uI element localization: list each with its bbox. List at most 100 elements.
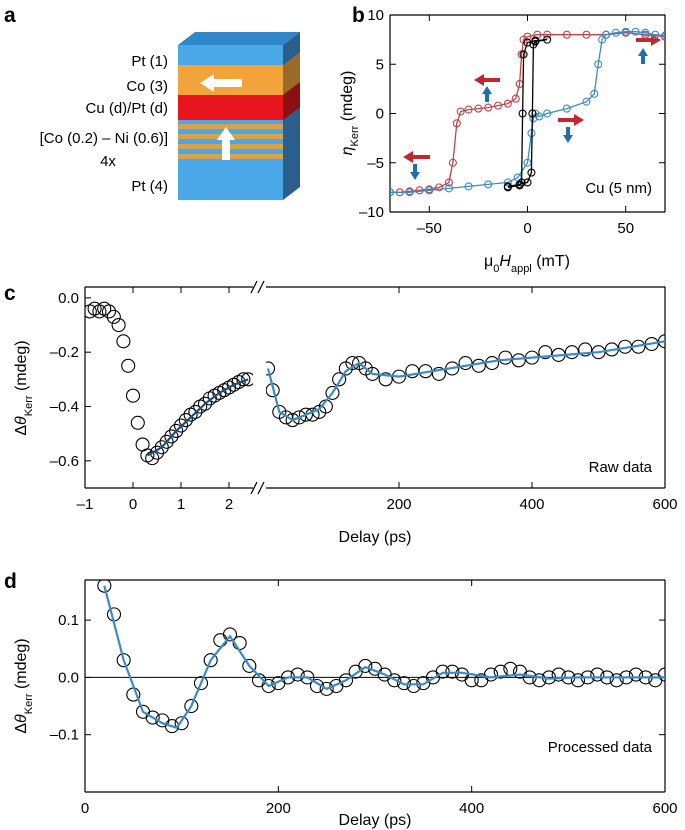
chart: 200 400 600 Raw data Delay (ps) — [266, 286, 678, 546]
axis-title-part: η — [339, 146, 356, 155]
data-point — [515, 181, 524, 190]
axis-title: ΔθKerr (mdeg) — [13, 638, 35, 733]
axis-title-part: 0 — [493, 263, 499, 275]
data-point — [483, 667, 499, 682]
data-point — [378, 372, 393, 387]
data-point — [193, 676, 209, 691]
data-point — [425, 186, 434, 195]
data-point — [154, 440, 169, 455]
axis-break — [250, 280, 265, 495]
data-point — [116, 653, 131, 668]
y-tick-label: –0.1 — [50, 727, 79, 744]
data-point — [564, 345, 579, 360]
data-point — [529, 114, 538, 123]
axis-title-part: Kerr — [23, 395, 35, 416]
axis-title-part: (mdeg) — [13, 638, 30, 693]
layer-label: [Co (0.2) – Ni (0.6)] — [40, 130, 168, 147]
data-point — [562, 30, 571, 39]
data-point — [106, 309, 121, 324]
y-tick-label: 0.0 — [58, 290, 79, 307]
data-point — [660, 31, 665, 40]
stack-top — [178, 32, 300, 45]
axis-title: Delay (ps) — [339, 529, 412, 546]
layer-label: Pt (4) — [131, 178, 168, 195]
layer-label: Cu (d)/Pt (d) — [85, 100, 168, 117]
data-point — [535, 112, 544, 121]
side-cu — [283, 82, 300, 120]
data-point — [222, 627, 238, 642]
panel-label: d — [4, 570, 17, 593]
axis-title-part: (mT) — [532, 253, 570, 270]
side-co — [283, 52, 300, 95]
series-line — [266, 340, 665, 422]
data-point — [159, 434, 174, 449]
data-point — [657, 667, 665, 682]
data-point — [387, 673, 402, 688]
data-point — [140, 448, 155, 463]
axis-title-part: θ — [13, 714, 30, 723]
axis-title-part: Kerr — [349, 125, 361, 146]
data-point — [173, 418, 189, 433]
layer-label: Co (3) — [126, 78, 168, 95]
series-line — [146, 378, 249, 457]
data-point — [405, 188, 414, 197]
y-tick-label: 0 — [376, 106, 384, 123]
axis-title-part: Δ — [13, 723, 30, 734]
data-point — [474, 104, 483, 113]
axis-title-part: θ — [13, 416, 30, 425]
x-tick-label: 0 — [523, 220, 531, 237]
x-tick-label: 0 — [81, 800, 89, 817]
data-point — [241, 372, 253, 387]
data-point — [130, 415, 145, 430]
layer-label: 4x — [100, 153, 116, 170]
x-tick-label: 200 — [266, 800, 291, 817]
x-tick-label: –1 — [77, 496, 94, 513]
data-point — [594, 60, 603, 69]
layer-label: Pt (1) — [131, 53, 168, 70]
axis-title-part: appl — [511, 263, 532, 275]
data-point — [101, 304, 117, 319]
x-tick-label: 400 — [519, 496, 544, 513]
axis-title: μ0Happl (mT) — [484, 253, 570, 275]
data-point — [503, 99, 512, 108]
y-tick-label: 0.1 — [58, 612, 79, 629]
data-point — [169, 423, 184, 439]
data-point — [582, 97, 591, 106]
data-point — [332, 372, 347, 387]
data-point — [464, 105, 473, 114]
data-point — [203, 653, 218, 668]
data-point — [266, 361, 276, 376]
data-point — [543, 109, 552, 118]
data-point — [448, 158, 457, 167]
field-arrows — [403, 34, 661, 180]
data-point — [452, 119, 461, 128]
data-point — [358, 658, 373, 673]
data-point — [551, 667, 566, 682]
data-point — [464, 182, 473, 191]
annotation: Processed data — [548, 739, 653, 756]
chart: 0 200 400 600 0.1 0.0 –0.1 d Processed data Delay… — [4, 570, 678, 829]
layer-pt4 — [178, 165, 283, 200]
axis-title: ηKerr (mdeg) — [339, 71, 361, 156]
data-point — [242, 658, 257, 673]
data-point — [570, 673, 586, 688]
panel-a: a Pt (1) Co (3) Cu (d)/Pt (d) [Co (0.2) … — [4, 4, 300, 200]
data-point — [590, 89, 599, 98]
data-point — [97, 580, 112, 593]
data-point — [578, 342, 593, 357]
data-point — [338, 673, 354, 688]
data-point — [518, 109, 527, 118]
data-point — [648, 673, 663, 688]
x-tick-label: 1 — [177, 496, 185, 513]
data-point — [390, 188, 395, 197]
data-point — [121, 358, 136, 373]
data-point — [543, 35, 552, 44]
data-point — [197, 396, 213, 411]
axis-title-part: (mdeg) — [339, 71, 356, 126]
arrow-left — [200, 74, 242, 92]
y-tick-label: 0.0 — [58, 669, 79, 686]
